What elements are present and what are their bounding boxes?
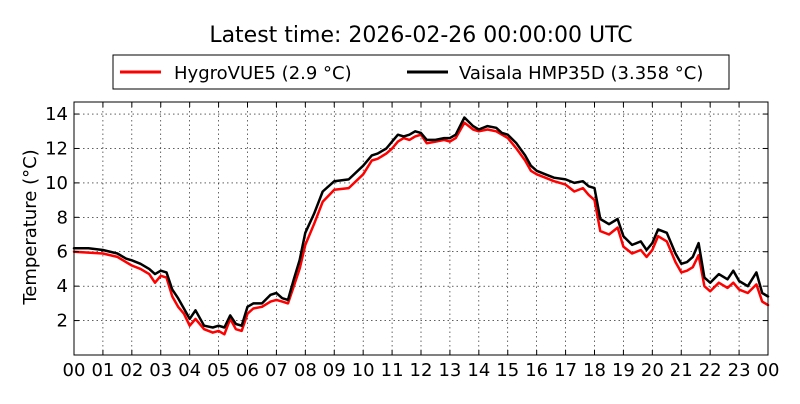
x-tick-label: 13 bbox=[438, 360, 461, 381]
y-tick-label: 12 bbox=[45, 138, 68, 159]
x-tick-label: 10 bbox=[352, 360, 375, 381]
series-line-0 bbox=[72, 121, 770, 336]
chart-title: Latest time: 2026-02-26 00:00:00 UTC bbox=[209, 23, 632, 48]
x-tick-label: 02 bbox=[120, 360, 143, 381]
x-tick-label: 19 bbox=[612, 360, 635, 381]
x-tick-label: 14 bbox=[467, 360, 490, 381]
x-tick-label: 12 bbox=[410, 360, 433, 381]
y-tick-label: 14 bbox=[45, 104, 68, 125]
x-tick-label: 17 bbox=[554, 360, 577, 381]
legend: HygroVUE5 (2.9 °C) Vaisala HMP35D (3.358… bbox=[112, 54, 730, 90]
x-tick-label: 01 bbox=[91, 360, 114, 381]
x-tick-label: 04 bbox=[178, 360, 201, 381]
y-tick-label: 10 bbox=[45, 173, 68, 194]
y-tick-label: 8 bbox=[57, 207, 68, 228]
x-tick-label: 11 bbox=[381, 360, 404, 381]
series-layer bbox=[72, 116, 770, 336]
series-line-1 bbox=[72, 116, 770, 329]
ticks: 00 01 02 03 04 05 06 07 08 09 10 11 12 13 14 15 16 17 18 19… bbox=[45, 102, 779, 381]
grid bbox=[74, 102, 768, 355]
y-axis-label: Temperature (°C) bbox=[20, 149, 41, 305]
x-tick-label: 08 bbox=[294, 360, 317, 381]
y-tick-label: 2 bbox=[57, 311, 68, 332]
legend-label-0: HygroVUE5 (2.9 °C) bbox=[174, 63, 352, 84]
x-tick-label: 09 bbox=[323, 360, 346, 381]
legend-label-1: Vaisala HMP35D (3.358 °C) bbox=[459, 63, 703, 84]
y-tick-label: 4 bbox=[57, 276, 68, 297]
x-tick-label: 06 bbox=[236, 360, 259, 381]
x-tick-label: 00 bbox=[757, 360, 780, 381]
x-tick-label: 16 bbox=[525, 360, 548, 381]
x-tick-label: 15 bbox=[496, 360, 519, 381]
y-tick-label: 6 bbox=[57, 242, 68, 263]
x-tick-label: 05 bbox=[207, 360, 230, 381]
x-tick-label: 03 bbox=[149, 360, 172, 381]
x-tick-label: 18 bbox=[583, 360, 606, 381]
x-tick-label: 00 bbox=[63, 360, 86, 381]
x-tick-label: 20 bbox=[641, 360, 664, 381]
x-tick-label: 07 bbox=[265, 360, 288, 381]
x-tick-label: 22 bbox=[699, 360, 722, 381]
x-tick-label: 21 bbox=[670, 360, 693, 381]
x-tick-label: 23 bbox=[728, 360, 751, 381]
